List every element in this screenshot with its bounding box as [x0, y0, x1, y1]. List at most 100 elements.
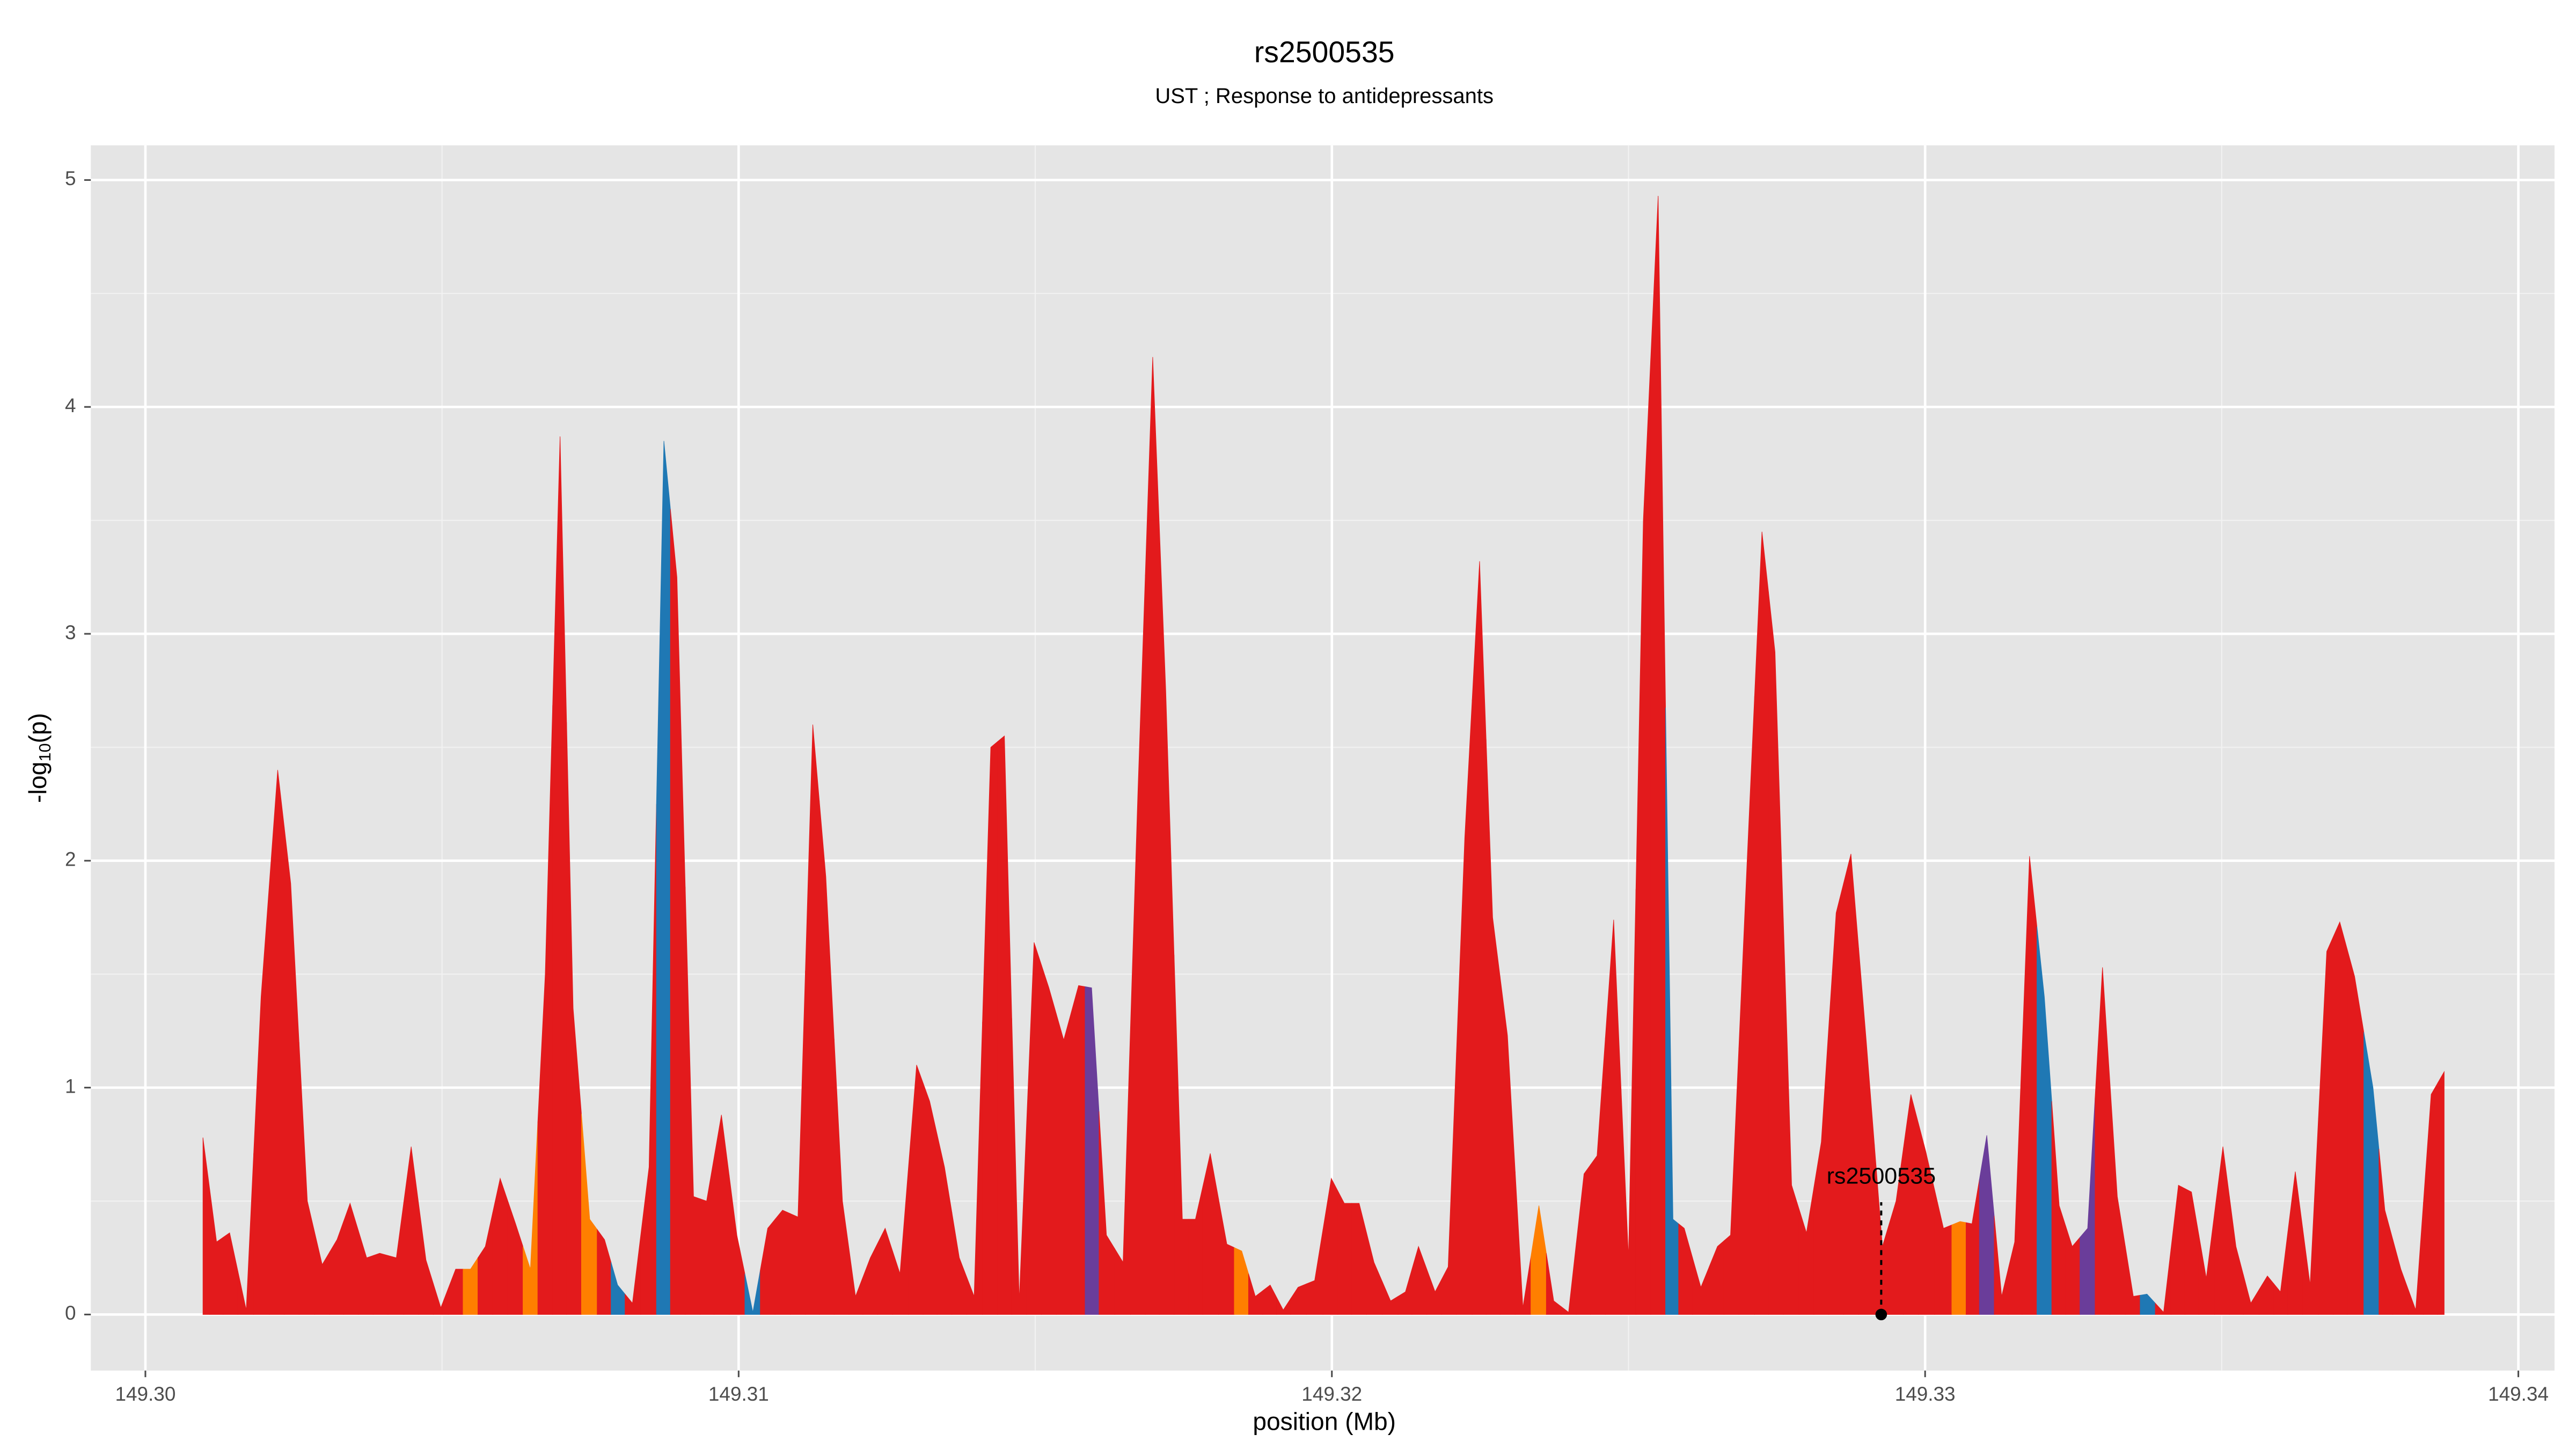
area-segment — [581, 1114, 598, 1315]
area-segment — [2095, 967, 2110, 1315]
area-segment — [1426, 1269, 1442, 1315]
area-segment — [2198, 1212, 2215, 1315]
area-segment — [1218, 1198, 1235, 1315]
area-segment — [2347, 949, 2365, 1315]
area-segment — [1456, 699, 1473, 1315]
y-tick-label: 5 — [65, 167, 76, 189]
area-segment — [625, 1235, 641, 1315]
area-segment — [1322, 1177, 1338, 1315]
area-segment — [2065, 1226, 2081, 1315]
area-segment — [2184, 1188, 2199, 1315]
area-segment — [1262, 1284, 1277, 1315]
area-segment — [877, 1227, 893, 1315]
area-segment — [774, 1210, 791, 1315]
area-segment — [2392, 1239, 2409, 1315]
area-segment — [923, 1083, 938, 1315]
area-segment — [552, 436, 567, 1315]
area-segment — [1965, 1179, 1980, 1315]
area-segment — [2423, 1082, 2438, 1315]
area-segment — [523, 1122, 538, 1315]
area-segment — [2302, 1118, 2319, 1315]
area-segment — [997, 735, 1012, 1315]
area-segment — [805, 724, 820, 1315]
area-segment — [1174, 955, 1189, 1315]
area-segment — [1889, 1147, 1904, 1315]
area-segment — [1441, 1052, 1457, 1315]
area-segment — [329, 1221, 344, 1315]
area-segment — [819, 800, 835, 1315]
area-segment — [2318, 936, 2334, 1315]
area-segment — [848, 1248, 863, 1315]
area-segment — [1397, 1269, 1413, 1315]
area-segment — [1561, 1243, 1577, 1315]
area-segment — [1692, 1257, 1710, 1315]
plot-background — [91, 145, 2555, 1371]
area-segment — [1843, 854, 1859, 1315]
annotation-point — [1875, 1308, 1887, 1321]
area-segment — [1202, 1153, 1219, 1315]
area-segment — [2080, 1097, 2096, 1315]
area-segment — [1754, 531, 1769, 1315]
area-segment — [1621, 889, 1636, 1315]
area-segment — [1248, 1274, 1263, 1315]
area-segment — [537, 705, 553, 1315]
area-segment — [1071, 985, 1086, 1315]
area-segment — [2140, 1293, 2156, 1315]
area-segment — [2229, 1196, 2244, 1315]
area-segment — [463, 1257, 478, 1315]
area-segment — [1290, 1283, 1307, 1315]
y-tick-label: 4 — [65, 394, 76, 416]
area-segment — [2408, 1202, 2424, 1315]
area-segment — [714, 1115, 730, 1315]
area-segment — [1499, 976, 1516, 1315]
area-segment — [1768, 591, 1784, 1315]
area-segment — [209, 1189, 224, 1315]
area-segment — [2110, 1082, 2126, 1315]
x-tick-label: 149.34 — [2488, 1383, 2549, 1405]
area-segment — [1723, 1048, 1739, 1315]
area-segment — [760, 1218, 775, 1315]
area-segment — [387, 1202, 404, 1315]
area-segment — [492, 1177, 508, 1315]
x-tick-label: 149.30 — [115, 1383, 175, 1405]
chart-subtitle: UST ; Response to antidepressants — [1155, 84, 1494, 108]
area-segment — [936, 1134, 953, 1315]
area-segment — [1472, 561, 1487, 1315]
y-label-subscript: 10 — [35, 743, 54, 762]
y-tick-label: 0 — [65, 1302, 76, 1324]
area-segment — [2037, 926, 2052, 1315]
area-segment — [744, 1270, 761, 1315]
area-segment — [372, 1253, 389, 1315]
x-tick-label: 149.31 — [708, 1383, 769, 1405]
area-segment — [2243, 1275, 2259, 1315]
area-segment — [1903, 1094, 1919, 1315]
area-segment — [403, 1146, 419, 1315]
area-segment — [1858, 948, 1875, 1315]
area-segment — [1514, 1172, 1532, 1315]
area-segment — [1951, 1221, 1966, 1315]
area-segment — [1650, 196, 1666, 1315]
area-segment — [1026, 942, 1042, 1315]
area-segment — [1159, 523, 1175, 1315]
area-segment — [611, 1262, 626, 1315]
area-segment — [1798, 1187, 1814, 1315]
x-tick-label: 149.33 — [1895, 1383, 1956, 1405]
area-segment — [1130, 575, 1146, 1315]
area-segment — [1635, 358, 1651, 1315]
chart-title: rs2500535 — [1254, 35, 1395, 69]
area-segment — [1485, 739, 1501, 1315]
area-segment — [1546, 1253, 1562, 1315]
annotation-label: rs2500535 — [1827, 1163, 1936, 1189]
area-segment — [2437, 1071, 2445, 1315]
area-segment — [1056, 1012, 1072, 1315]
area-segment — [892, 1169, 909, 1315]
area-segment — [597, 1228, 612, 1315]
area-segment — [1678, 1223, 1693, 1315]
area-segment — [1665, 707, 1679, 1315]
area-segment — [1738, 696, 1755, 1315]
area-segment — [448, 1269, 464, 1315]
area-segment — [1114, 1027, 1131, 1315]
area-segment — [1828, 883, 1844, 1315]
area-segment — [2008, 1049, 2023, 1315]
